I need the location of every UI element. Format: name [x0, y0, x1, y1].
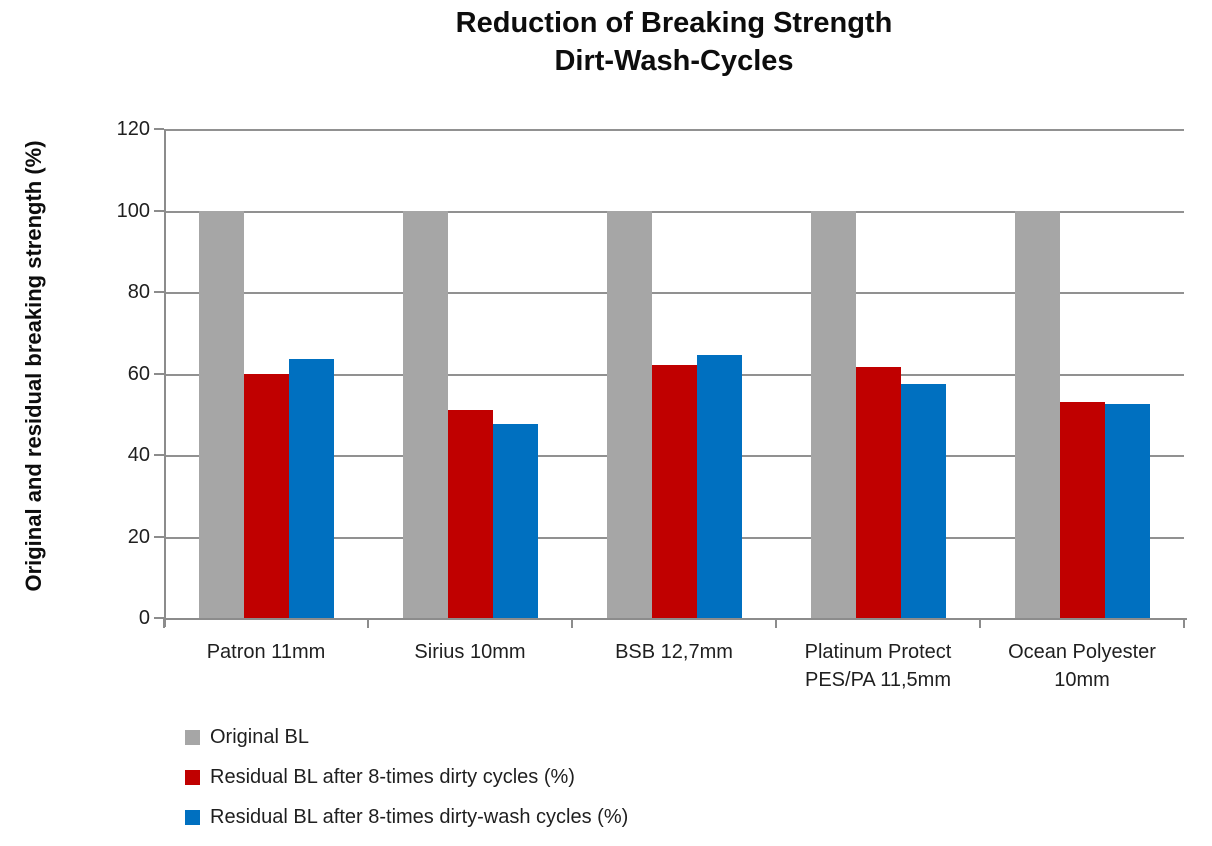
category-label-2: Sirius 10mm [414, 641, 526, 663]
bar [288, 359, 334, 618]
bar-group-3 [572, 129, 776, 618]
x-axis-tick-1 [367, 619, 369, 628]
x-axis-category-labels: Patron 11mm Sirius 10mm BSB 12,7mm Platinum… [164, 638, 1184, 694]
y-tick-label-40: 40 [127, 444, 150, 466]
x-axis-tick-5 [1183, 619, 1185, 628]
x-axis-tick-0 [163, 619, 165, 628]
bar [855, 367, 901, 618]
bar [696, 355, 742, 618]
bar [1014, 210, 1060, 618]
category-label-5: Ocean Polyester 10mm [1008, 641, 1156, 691]
bar [651, 365, 697, 618]
y-axis-tick-60 [154, 372, 164, 375]
bar [810, 210, 856, 618]
bar-group-1 [164, 129, 368, 618]
legend-label: Original BL [210, 726, 309, 748]
legend-label: Residual BL after 8-times dirty-wash cyc… [210, 806, 629, 828]
legend-item-2: Residual BL after 8-times dirty cycles (… [185, 764, 628, 791]
y-tick-label-120: 120 [116, 118, 150, 140]
plot-area: 0 20 40 60 80 100 120 [117, 118, 1187, 629]
legend-item-1: Original BL [185, 724, 628, 751]
legend-swatch [185, 730, 200, 745]
gridline-80 [164, 292, 1184, 294]
y-axis-tick-0 [154, 617, 164, 619]
legend: Original BL Residual BL after 8-times dir… [185, 724, 628, 831]
y-axis-tick-100 [154, 209, 164, 212]
bar [606, 210, 652, 618]
bar [1059, 402, 1105, 618]
y-tick-label-100: 100 [116, 199, 150, 222]
legend-label: Residual BL after 8-times dirty cycles (… [210, 766, 575, 788]
x-axis-tick-3 [775, 619, 777, 628]
y-axis-tick-20 [154, 535, 164, 538]
bar [243, 373, 289, 618]
y-tick-label-20: 20 [127, 525, 150, 548]
y-axis-tick-120 [154, 128, 164, 130]
x-axis-line [164, 618, 1187, 620]
gridline-120 [164, 129, 1184, 131]
bar [900, 383, 946, 618]
y-axis-line [164, 129, 166, 627]
bar [402, 210, 448, 618]
chart-title-line1: Reduction of Breaking Strength [455, 7, 893, 39]
chart-title: Reduction of Breaking Strength Dirt-Wash… [164, 4, 1184, 80]
legend-item-3: Residual BL after 8-times dirty-wash cyc… [185, 804, 628, 831]
bar-group-5 [980, 129, 1184, 618]
y-axis-tick-40 [154, 454, 164, 456]
bar [198, 210, 244, 618]
y-tick-label-0: 0 [138, 607, 150, 629]
bar-group-2 [368, 129, 572, 618]
bar-group-4 [776, 129, 980, 618]
y-tick-label-60: 60 [127, 362, 150, 385]
category-label-1: Patron 11mm [206, 641, 326, 663]
category-label-4: Platinum Protect PES/PA 11,5mm [804, 641, 952, 691]
bar [1104, 404, 1150, 618]
chart-title-line2: Dirt-Wash-Cycles [554, 45, 794, 77]
y-axis-title: Original and residual breaking strength … [21, 140, 46, 592]
bar [447, 410, 493, 618]
bar [492, 424, 538, 618]
category-label-3: BSB 12,7mm [615, 641, 733, 663]
legend-swatch [185, 810, 200, 825]
legend-swatch [185, 770, 200, 785]
y-axis-tick-80 [154, 291, 164, 293]
x-axis-tick-2 [571, 619, 573, 628]
x-axis-tick-4 [979, 619, 981, 628]
gridline-100 [164, 210, 1184, 213]
y-tick-label-80: 80 [127, 281, 150, 303]
bar-groups [164, 129, 1184, 618]
